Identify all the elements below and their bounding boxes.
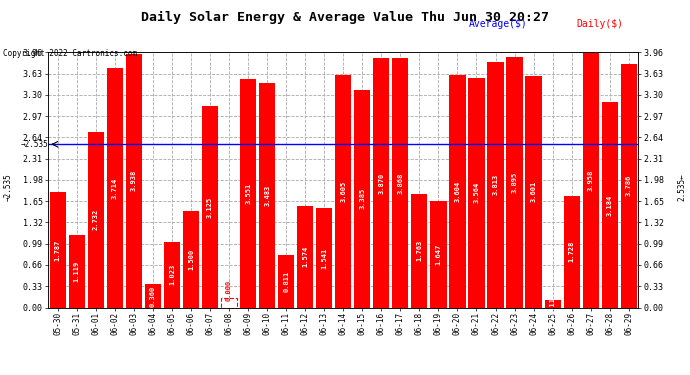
Bar: [259, 83, 275, 308]
Text: Daily Solar Energy & Average Value Thu Jun 30 20:27: Daily Solar Energy & Average Value Thu J…: [141, 11, 549, 24]
Text: 3.870: 3.870: [378, 172, 384, 194]
Bar: [469, 78, 484, 308]
Bar: [602, 102, 618, 308]
Text: 3.483: 3.483: [264, 185, 270, 206]
Bar: [544, 300, 561, 307]
Text: 0.360: 0.360: [150, 285, 156, 306]
Bar: [335, 75, 351, 308]
Bar: [221, 298, 237, 307]
Text: 3.184: 3.184: [607, 194, 613, 216]
Text: 0.811: 0.811: [283, 271, 289, 292]
Bar: [240, 79, 256, 308]
Bar: [297, 206, 313, 308]
Text: 3.551: 3.551: [245, 183, 251, 204]
Text: 1.647: 1.647: [435, 244, 442, 265]
Bar: [50, 192, 66, 308]
Text: 1.574: 1.574: [302, 246, 308, 267]
Text: →2.535: →2.535: [3, 174, 12, 201]
Bar: [449, 75, 466, 308]
Bar: [411, 194, 428, 308]
Bar: [506, 57, 522, 308]
Text: 1.728: 1.728: [569, 241, 575, 262]
Bar: [69, 236, 85, 308]
Bar: [202, 106, 218, 307]
Bar: [164, 242, 180, 308]
Text: 3.958: 3.958: [588, 170, 593, 191]
Bar: [620, 64, 637, 308]
Text: 3.605: 3.605: [340, 181, 346, 202]
Text: 3.938: 3.938: [131, 170, 137, 191]
Bar: [393, 58, 408, 308]
Bar: [354, 90, 371, 308]
Bar: [278, 255, 294, 308]
Text: 2.535←: 2.535←: [678, 174, 687, 201]
Text: 1.763: 1.763: [416, 240, 422, 261]
Text: Daily($): Daily($): [576, 19, 623, 29]
Text: 1.541: 1.541: [322, 247, 327, 268]
Text: 1.023: 1.023: [169, 264, 175, 285]
Bar: [526, 76, 542, 307]
Bar: [183, 211, 199, 308]
Bar: [316, 208, 333, 308]
Text: 3.385: 3.385: [359, 188, 365, 209]
Text: 1.119: 1.119: [74, 261, 80, 282]
Text: 3.125: 3.125: [207, 196, 213, 217]
Bar: [145, 284, 161, 308]
Text: Copyright 2022 Cartronics.com: Copyright 2022 Cartronics.com: [3, 49, 137, 58]
Bar: [107, 68, 123, 308]
Text: Average($): Average($): [469, 19, 528, 29]
Text: 3.786: 3.786: [626, 175, 632, 196]
Text: 3.714: 3.714: [112, 177, 118, 198]
Bar: [373, 58, 389, 308]
Bar: [431, 201, 446, 308]
Bar: [564, 196, 580, 308]
Text: 3.564: 3.564: [473, 182, 480, 203]
Text: 0.114: 0.114: [550, 293, 555, 315]
Text: 3.601: 3.601: [531, 181, 537, 202]
Text: 1.500: 1.500: [188, 249, 194, 270]
Text: 3.895: 3.895: [511, 171, 518, 193]
Text: 1.787: 1.787: [55, 239, 61, 261]
Text: 0.000: 0.000: [226, 280, 232, 301]
Text: 3.868: 3.868: [397, 172, 404, 194]
Text: →2.535: →2.535: [21, 140, 48, 149]
Bar: [88, 132, 104, 308]
Text: 2.732: 2.732: [93, 209, 99, 230]
Text: 3.604: 3.604: [455, 181, 460, 202]
Bar: [126, 54, 142, 307]
Bar: [487, 62, 504, 308]
Bar: [582, 53, 599, 308]
Text: 3.813: 3.813: [493, 174, 498, 195]
